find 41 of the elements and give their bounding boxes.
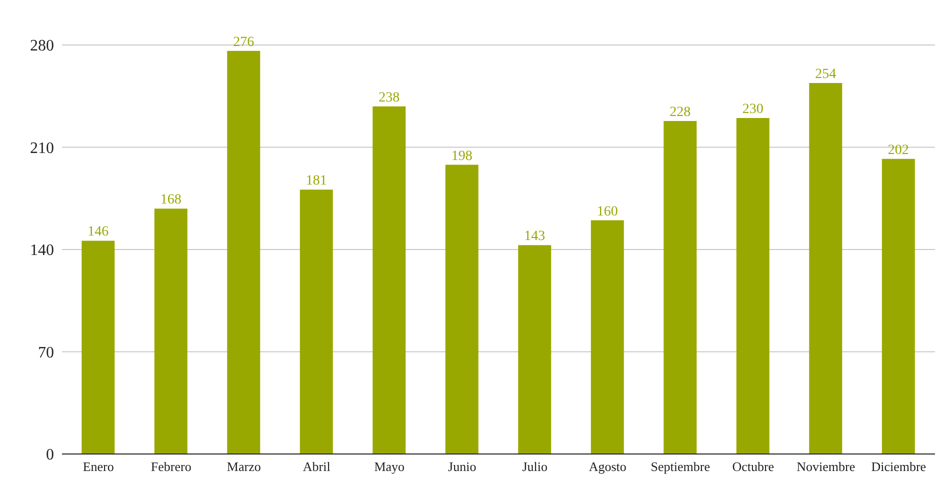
data-label: 230	[742, 102, 764, 118]
y-tick-label: 0	[46, 446, 54, 464]
x-tick-label: Febrero	[150, 459, 192, 474]
x-tick-label: Noviembre	[796, 459, 856, 474]
bar	[882, 158, 915, 454]
x-tick-label: Junio	[448, 459, 476, 474]
data-label: 168	[160, 192, 182, 208]
x-tick-label: Septiembre	[650, 459, 710, 474]
data-label: 181	[306, 174, 327, 189]
x-tick-label: Diciembre	[871, 459, 926, 474]
bar	[590, 220, 624, 454]
data-label: 276	[233, 34, 254, 50]
bar	[82, 240, 115, 454]
x-tick-label: Agosto	[588, 459, 626, 474]
bar	[300, 190, 333, 454]
bar	[809, 82, 842, 454]
y-tick-label: 140	[30, 242, 54, 260]
x-tick-label: Marzo	[226, 459, 261, 474]
x-tick-label: Enero	[82, 459, 114, 474]
data-label: 143	[524, 229, 546, 244]
bar	[227, 50, 260, 454]
bar	[518, 245, 552, 454]
x-tick-label: Abril	[302, 459, 331, 474]
data-label: 160	[596, 204, 618, 220]
x-tick-label: Julio	[522, 459, 548, 474]
bar	[736, 118, 770, 454]
data-label: 146	[88, 224, 109, 240]
y-tick-label: 210	[30, 140, 54, 157]
bar	[445, 164, 478, 454]
data-label: 228	[670, 104, 691, 120]
x-tick-label: Octubre	[732, 459, 774, 474]
bar	[664, 120, 697, 454]
data-label: 202	[888, 142, 909, 158]
y-tick-label: 70	[38, 344, 54, 362]
x-tick-label: Mayo	[374, 459, 405, 474]
data-label: 254	[815, 66, 836, 82]
data-label: 238	[378, 90, 400, 106]
bar	[372, 106, 406, 454]
y-tick-label: 280	[30, 38, 54, 55]
data-label: 198	[451, 148, 472, 164]
bar	[154, 208, 188, 454]
